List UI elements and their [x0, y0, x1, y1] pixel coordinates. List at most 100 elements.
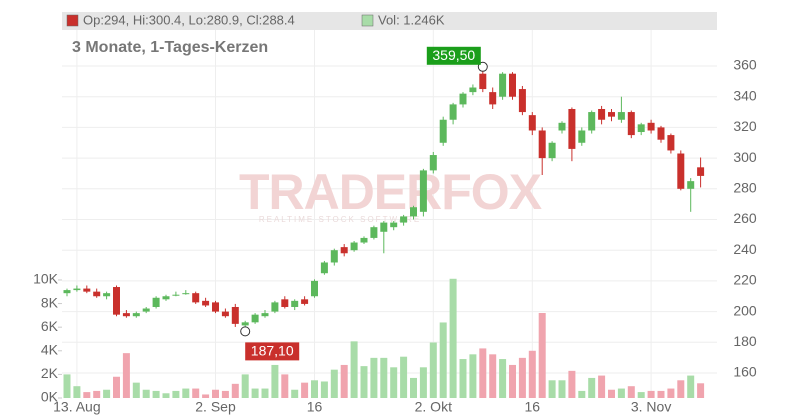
volume-bar	[687, 375, 695, 398]
candle-body	[73, 288, 81, 291]
candle-body	[113, 287, 120, 315]
volume-bar	[637, 392, 645, 398]
volume-bar	[271, 364, 279, 398]
candle-body	[617, 112, 625, 120]
volume-bar	[152, 390, 160, 398]
x-tick-label: 2. Okt	[415, 399, 452, 415]
volume-bar	[221, 390, 229, 398]
candle-body	[687, 181, 695, 189]
candle-body	[212, 302, 219, 312]
volume-bar	[380, 357, 388, 398]
x-tick-label: 16	[307, 399, 323, 415]
plot-area	[62, 12, 717, 398]
volume-bar	[419, 367, 427, 398]
min_label-label: 187,10	[251, 343, 294, 359]
candle-body	[330, 250, 338, 263]
volume-bar	[172, 390, 180, 398]
y-tick-label: 200	[733, 302, 757, 318]
volume-bar	[122, 353, 130, 398]
volume-bar	[647, 390, 655, 398]
volume-bar	[93, 390, 101, 398]
y2-tick-label: 0K	[41, 389, 59, 405]
volume-bar	[459, 359, 467, 398]
candle-body	[548, 142, 556, 159]
legend-swatch-price	[66, 14, 79, 27]
volume-bar	[202, 394, 210, 398]
volume-bar	[261, 388, 269, 398]
y2-tick-label: 6K	[41, 318, 59, 334]
candle-body	[340, 247, 348, 254]
candle-body	[558, 122, 566, 131]
candle-body	[429, 155, 437, 171]
volume-bar	[410, 377, 417, 398]
volume-bar	[350, 341, 358, 398]
volume-bar	[588, 377, 596, 398]
candle-body	[301, 299, 309, 304]
volume-bar	[251, 388, 259, 398]
volume-bar	[499, 359, 507, 398]
candle-body	[103, 293, 111, 297]
volume-bar	[212, 389, 219, 398]
candle-body	[608, 112, 615, 117]
y2-tick-label: 10K	[33, 271, 59, 287]
y-tick-label: 360	[733, 57, 757, 73]
y-tick-label: 180	[733, 333, 757, 349]
candle-body	[83, 288, 91, 292]
volume-bar	[469, 354, 477, 398]
volume-bar	[479, 348, 487, 398]
candle-body	[311, 280, 318, 297]
watermark-sub: REALTIME STOCK SOFTWARE	[259, 215, 421, 224]
x-tick-label: 2. Sep	[195, 399, 236, 415]
candle-body	[627, 112, 635, 136]
volume-bar	[162, 393, 170, 398]
y2-tick-label: 2K	[41, 365, 59, 381]
legend-price: Op:294, Hi:300.4, Lo:280.9, Cl:288.4	[83, 12, 295, 27]
volume-bar	[518, 357, 526, 398]
candle-body	[459, 93, 467, 105]
x-tick-label: 3. Nov	[631, 399, 671, 415]
volume-bar	[608, 389, 615, 398]
min_label-marker	[240, 326, 251, 337]
candle-body	[647, 122, 655, 131]
y-tick-label: 340	[733, 87, 757, 103]
volume-bar	[400, 356, 408, 398]
volume-bar	[63, 374, 71, 398]
volume-bar	[677, 380, 685, 398]
volume-bar	[429, 342, 437, 398]
volume-bar	[320, 381, 328, 398]
candle-body	[221, 311, 229, 317]
y-tick-label: 300	[733, 149, 757, 165]
candle-body	[142, 308, 150, 312]
min_label-box	[245, 342, 300, 361]
candle-body	[231, 306, 239, 324]
candle-body	[122, 313, 130, 317]
candle-body	[182, 293, 190, 295]
volume-bar	[558, 380, 566, 398]
volume-bar	[509, 364, 516, 398]
candle-body	[410, 207, 417, 217]
candle-body	[419, 170, 427, 212]
candle-body	[380, 222, 388, 232]
candle-body	[479, 73, 487, 90]
candle-body	[63, 290, 71, 294]
candle-body	[439, 119, 447, 143]
volume-bar	[360, 366, 368, 398]
volume-bar	[449, 278, 457, 398]
volume-bar	[301, 382, 309, 398]
volume-bar	[132, 382, 140, 398]
candle-body	[172, 294, 180, 296]
candle-body	[370, 227, 378, 238]
volume-bar	[330, 369, 338, 398]
y-tick-label: 220	[733, 272, 757, 288]
candle-body	[509, 73, 516, 97]
subtitle: 3 Monate, 1-Tages-Kerzen	[72, 39, 268, 56]
volume-bar	[390, 367, 398, 398]
candle-body	[568, 108, 576, 149]
candle-body	[271, 302, 279, 312]
volume-bar	[617, 388, 625, 398]
candle-body	[588, 112, 596, 131]
candle-body	[499, 73, 507, 97]
volume-bar	[568, 370, 576, 398]
legend-swatch-volume	[361, 14, 374, 27]
volume-bar	[528, 350, 536, 398]
